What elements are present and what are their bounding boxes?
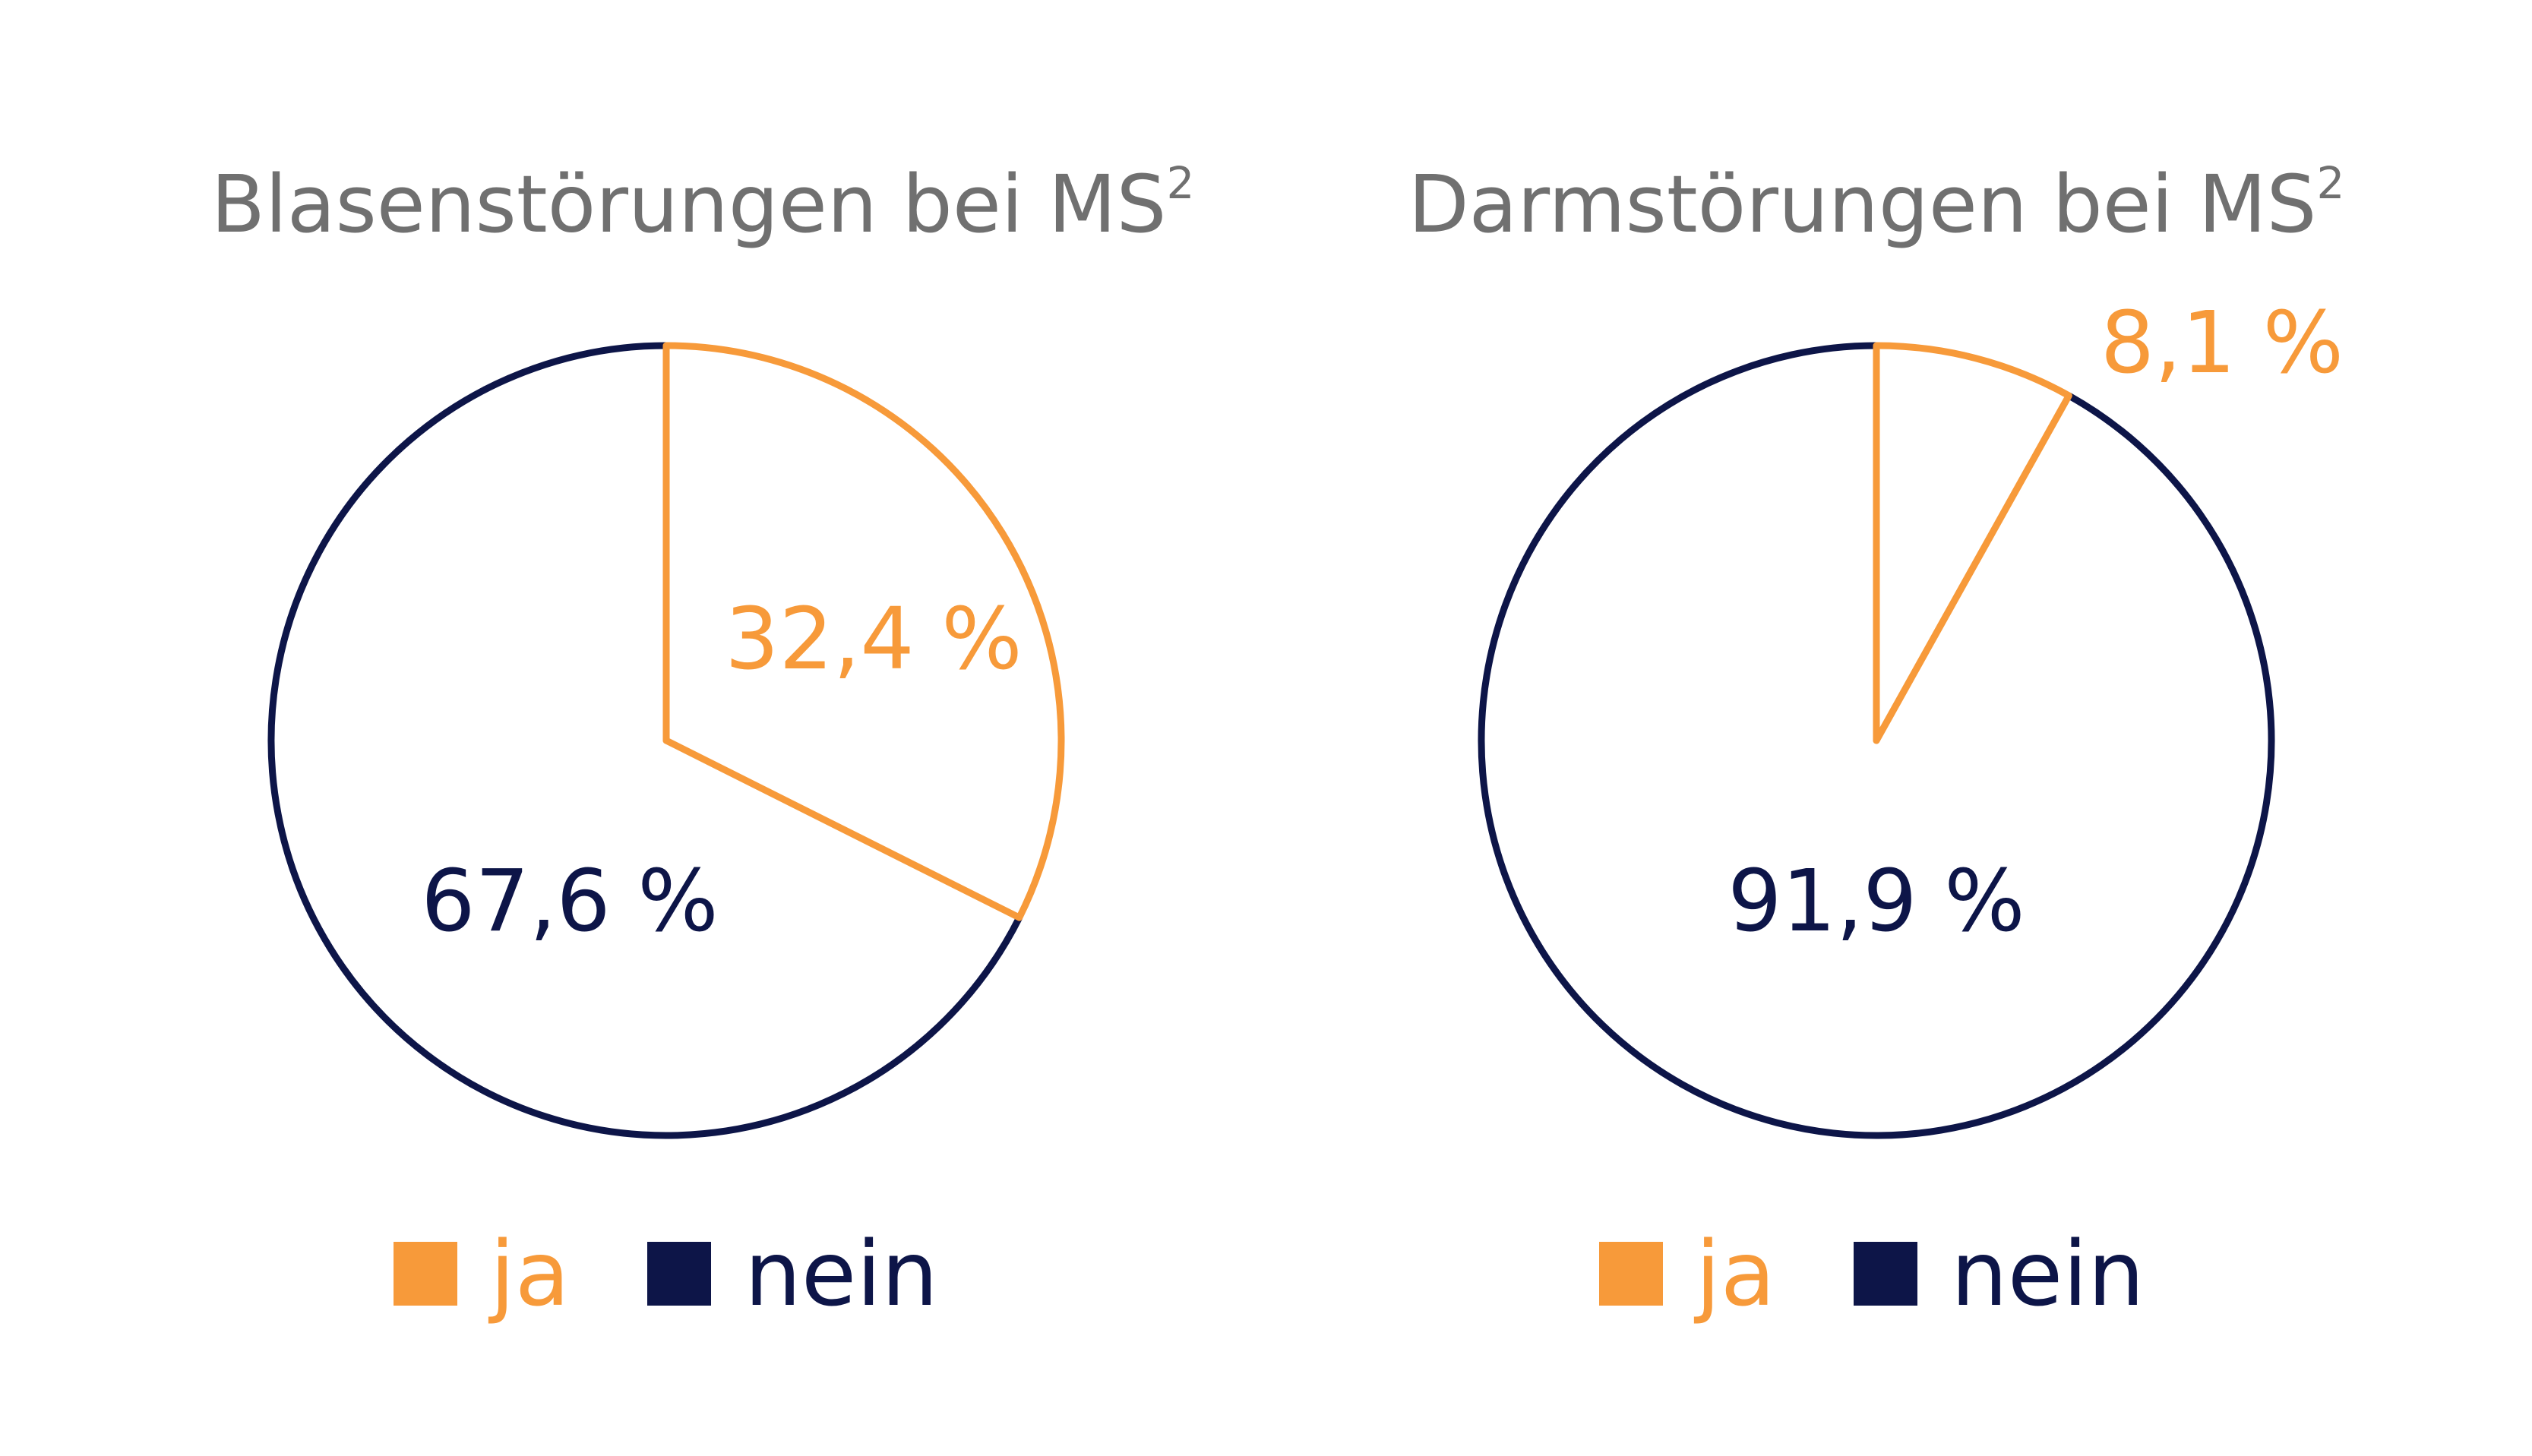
legend-label-ja: ja [1693,1221,1775,1326]
legend-swatch-nein [1854,1242,1917,1306]
chart-title-text: Darmstörungen bei MS [1408,158,2317,251]
pie-slice-ja [1876,342,2071,399]
legend: ja nein [394,1221,938,1326]
pie [267,342,1065,1139]
chart-title-superscript: 2 [1167,157,1195,209]
legend: ja nein [1599,1221,2145,1326]
pie-slice-edge-end [1873,392,2072,744]
legend-swatch-ja [394,1242,457,1306]
legend-swatch-nein [647,1242,711,1306]
slice-label-nein: 67,6 % [421,852,718,951]
legend-label-nein: nein [1951,1221,2145,1326]
pie-slice-ja [665,342,1065,920]
legend-label-nein: nein [744,1221,938,1326]
legend-swatch-ja [1599,1242,1663,1306]
legend-label-ja: ja [488,1221,570,1326]
pie-slice-nein [1478,342,2275,1139]
slice-label-nein: 91,9 % [1728,852,2025,951]
chart-title-superscript: 2 [2317,157,2345,209]
pie-slice-edge-end [662,737,1023,921]
slice-label-ja: 32,4 % [725,590,1022,689]
pie [1478,342,2275,1139]
chart-title: Blasenstörungen bei MS2 [211,157,1195,251]
pie-slice-nein [267,342,1023,1139]
chart-title: Darmstörungen bei MS2 [1408,157,2345,251]
chart-blasenstoerungen: Blasenstörungen bei MS2 32,4 % 67,6 % ja… [211,157,1195,1326]
slice-label-ja: 8,1 % [2101,294,2344,393]
chart-title-text: Blasenstörungen bei MS [211,158,1167,251]
chart-darmstoerungen: Darmstörungen bei MS2 8,1 % 91,9 % ja ne… [1408,157,2345,1326]
